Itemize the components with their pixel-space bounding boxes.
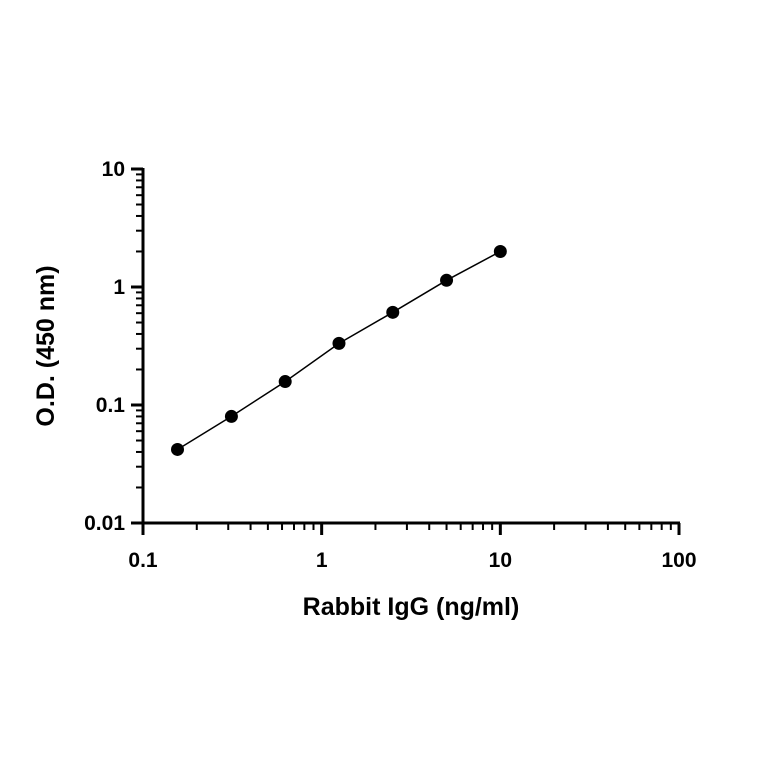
data-point (224, 409, 238, 423)
x-tick-label: 100 (661, 549, 696, 572)
y-tick-label: 0.1 (96, 394, 126, 417)
y-tick-label: 10 (102, 158, 125, 181)
y-axis: 0.01 0.1 1 10 (84, 158, 145, 535)
x-axis: 0.1 1 10 100 (128, 521, 697, 572)
data-point (332, 336, 346, 350)
x-tick-label: 1 (316, 549, 328, 572)
x-axis-title: Rabbit IgG (ng/ml) (303, 593, 520, 621)
y-tick-label: 0.01 (84, 512, 125, 535)
data-point (278, 375, 292, 389)
y-tick-label: 1 (113, 276, 125, 299)
data-point (171, 442, 185, 456)
series-layer (171, 244, 507, 456)
data-point (440, 273, 454, 287)
x-tick-label: 0.1 (128, 549, 158, 572)
data-point (386, 305, 400, 319)
y-axis-title: O.D. (450 nm) (32, 265, 60, 426)
data-point (493, 244, 507, 258)
x-tick-label: 10 (489, 549, 512, 572)
